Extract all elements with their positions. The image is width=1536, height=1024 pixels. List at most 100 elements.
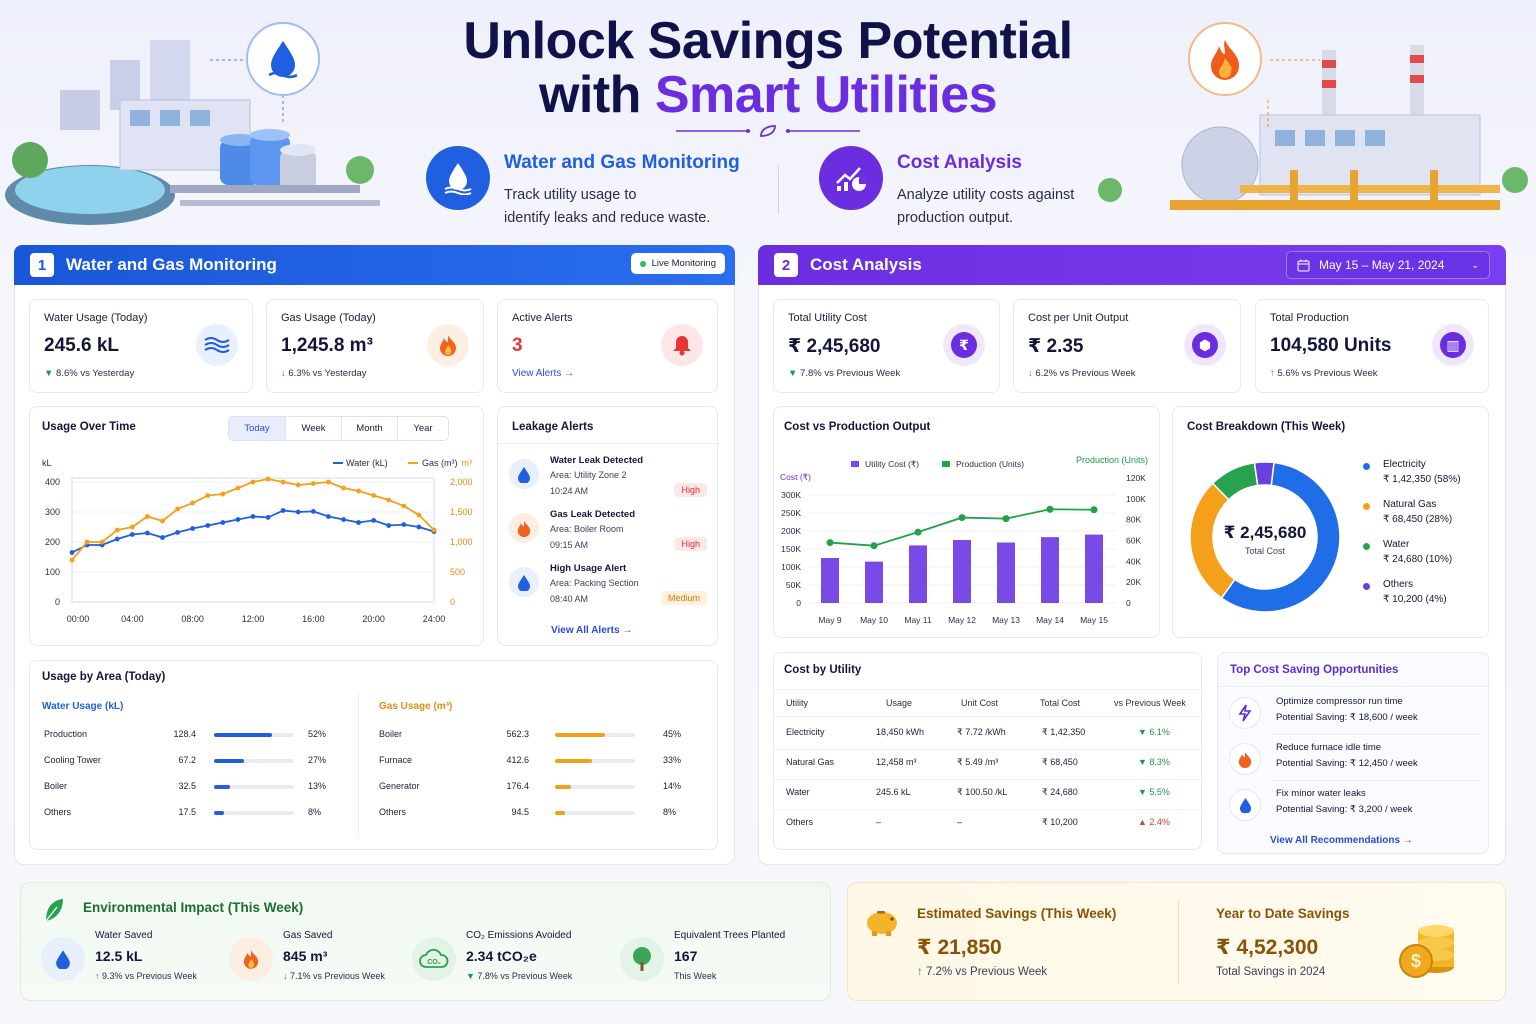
area-percent: 52%	[308, 729, 327, 739]
production-point	[914, 528, 922, 536]
live-dot-icon	[639, 260, 646, 267]
table-header: Total Cost	[1040, 698, 1081, 708]
gas-data-point	[431, 527, 437, 533]
water-drop-icon	[509, 459, 539, 489]
saving-opportunities-title: Top Cost Saving Opportunities	[1230, 664, 1399, 676]
water-data-point	[416, 524, 422, 530]
tab-year[interactable]: Year	[413, 423, 433, 434]
arrow-right-icon: →	[622, 625, 633, 636]
right-axis-unit: m³	[462, 458, 473, 468]
view-all-recommendations-link[interactable]: View All Recommendations →	[1270, 835, 1413, 846]
area-value: 128.4	[173, 729, 196, 739]
left-tick-label: 300	[45, 507, 60, 517]
gas-data-point	[129, 524, 135, 530]
water-plant-illustration	[0, 0, 420, 235]
x-tick-label: 16:00	[302, 614, 325, 624]
hero-title-accent: Smart Utilities	[654, 66, 998, 124]
saving-opportunity-item[interactable]: Fix minor water leaks Potential Saving: …	[1218, 785, 1490, 829]
gas-data-point	[190, 500, 196, 506]
tab-month[interactable]: Month	[342, 417, 398, 440]
savings-panel: Estimated Savings (This Week) ₹ 21,850 ↑…	[847, 882, 1506, 1001]
environment-metric: Equivalent Trees Planted 167 This Week	[620, 927, 820, 987]
table-header: Usage	[886, 698, 913, 708]
breakdown-name: Electricity	[1383, 459, 1426, 470]
water-waves-icon	[196, 324, 238, 366]
area-percent: 27%	[308, 755, 327, 765]
leak-alert-time: 09:15 AM	[550, 540, 589, 550]
utility-delta: 6.1%	[1149, 727, 1170, 737]
opportunity-saving: Potential Saving: ₹ 3,200 / week	[1276, 804, 1413, 815]
utility-unit-cost: ₹ 5.49 /m³	[957, 757, 999, 767]
area-value: 562.3	[506, 729, 529, 739]
water-drop-icon	[41, 937, 85, 981]
utility-delta: 8.3%	[1149, 757, 1170, 767]
cost-bar	[1085, 534, 1103, 603]
cost-kpi-delta: 7.8% vs Previous Week	[800, 368, 901, 379]
active-alerts-value: 3	[512, 335, 523, 356]
weekly-savings-delta: 7.2% vs Previous Week	[925, 966, 1048, 978]
water-data-point	[295, 509, 301, 515]
right-tick-label: 100K	[1126, 494, 1146, 504]
leak-alert-title: Gas Leak Detected	[550, 509, 636, 520]
leak-alert-time: 08:40 AM	[550, 594, 589, 604]
cost-by-utility-title: Cost by Utility	[784, 664, 862, 676]
env-label: Gas Saved	[283, 930, 333, 941]
saving-opportunity-item[interactable]: Reduce furnace idle time Potential Savin…	[1218, 739, 1490, 783]
water-drop-icon	[509, 567, 539, 597]
leak-alert-area: Area: Boiler Room	[550, 524, 624, 534]
legend-dot-icon	[1363, 583, 1370, 590]
donut-center-value: ₹ 2,45,680	[1223, 523, 1307, 542]
leak-alert-item[interactable]: Gas Leak Detected Area: Boiler Room 09:1…	[498, 507, 719, 559]
coins-icon: $	[1399, 925, 1454, 978]
chevron-down-icon: ⌄	[1471, 259, 1479, 270]
production-point	[870, 542, 878, 550]
cost-bar	[909, 545, 927, 603]
area-percent: 8%	[663, 807, 677, 817]
saving-opportunity-item[interactable]: Optimize compressor run time Potential S…	[1218, 693, 1490, 737]
gas-data-point	[295, 482, 301, 488]
water-data-point	[265, 515, 271, 520]
env-label: Equivalent Trees Planted	[674, 930, 786, 941]
trend-icon: ↑	[1270, 368, 1278, 379]
feature-cost: Cost Analysis Analyze utility costs agai…	[819, 146, 1139, 230]
area-row: Production 128.4 52%	[44, 729, 364, 743]
x-tick-label: 00:00	[67, 614, 90, 624]
tab-today[interactable]: Today	[229, 417, 286, 440]
right-tick-label: 60K	[1126, 536, 1141, 546]
arrow-right-icon: →	[564, 368, 575, 379]
water-drop-icon	[426, 146, 490, 210]
leaf-divider-icon	[676, 125, 860, 137]
view-all-alerts-link[interactable]: View All Alerts →	[551, 625, 633, 636]
severity-badge: High	[674, 483, 707, 497]
leak-alert-item[interactable]: High Usage Alert Area: Packing Section 0…	[498, 561, 719, 613]
gas-usage-label: Gas Usage (Today)	[281, 312, 376, 324]
area-percent: 8%	[308, 807, 322, 817]
opportunity-saving: Potential Saving: ₹ 18,600 / week	[1276, 712, 1418, 723]
live-monitoring-pill: Live Monitoring	[630, 253, 725, 274]
gas-data-point	[341, 485, 346, 491]
left-tick-label: 100K	[781, 562, 801, 572]
leak-alert-item[interactable]: Water Leak Detected Area: Utility Zone 2…	[498, 453, 719, 505]
co2-cloud-icon: CO₂	[412, 937, 456, 981]
date-range-picker[interactable]: May 15 – May 21, 2024 ⌄	[1286, 251, 1490, 279]
environment-metric: CO₂ CO₂ Emissions Avoided 2.34 tCO₂e ▼ 7…	[412, 927, 612, 987]
cost-breakdown-title: Cost Breakdown (This Week)	[1187, 421, 1346, 433]
area-name: Others	[44, 807, 72, 817]
tab-week[interactable]: Week	[286, 417, 342, 440]
hero-title: Unlock Savings Potential with Smart Util…	[0, 14, 1536, 122]
utility-unit-cost: ₹ 100.50 /kL	[957, 787, 1008, 797]
env-label: Water Saved	[95, 930, 153, 941]
right-tick-label: 0	[1126, 598, 1131, 608]
view-alerts-link[interactable]: View Alerts →	[512, 368, 575, 379]
cost-vs-production-title: Cost vs Production Output	[784, 421, 931, 433]
env-delta: 7.1% vs Previous Week	[290, 971, 385, 981]
ytd-savings-label: Year to Date Savings	[1216, 906, 1350, 921]
cost-kpi-card: Cost per Unit Output ₹ 2.35 ↓ 6.2% vs Pr…	[1013, 299, 1241, 393]
donut-slice	[1253, 461, 1275, 487]
opportunity-title: Fix minor water leaks	[1276, 788, 1366, 799]
gas-series-line	[71, 478, 435, 561]
utility-usage: 245.6 kL	[876, 787, 911, 797]
utility-total-cost: ₹ 24,680	[1042, 787, 1078, 797]
bell-icon	[661, 324, 703, 366]
production-point	[826, 539, 834, 547]
